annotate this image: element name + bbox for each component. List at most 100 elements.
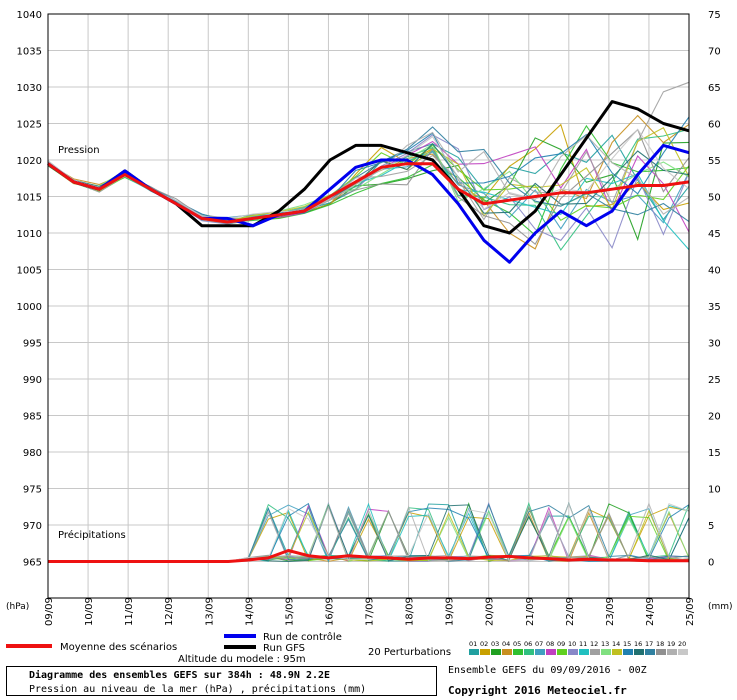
perturbation-legend-swatch bbox=[546, 649, 556, 655]
y-left-tick-label: 1035 bbox=[17, 47, 42, 58]
perturbation-legend-id: 07 bbox=[535, 640, 543, 648]
perturbation-legend-id: 10 bbox=[568, 640, 576, 648]
y-left-tick-label: 965 bbox=[23, 558, 42, 569]
legend-control-label: Run de contrôle bbox=[263, 631, 342, 643]
perturbation-legend-swatch bbox=[568, 649, 578, 655]
perturbation-legend-swatch bbox=[513, 649, 523, 655]
y-left-tick-label: 1015 bbox=[17, 193, 42, 204]
perturbation-legend-id: 02 bbox=[480, 640, 488, 648]
x-tick-label: 14/09 bbox=[244, 597, 255, 626]
main-lines bbox=[47, 100, 690, 563]
mean-pressure-line bbox=[47, 162, 690, 224]
plot-border bbox=[47, 13, 690, 599]
perturbation-legend-swatch bbox=[623, 649, 633, 655]
perturbation-legend-id: 17 bbox=[645, 640, 653, 648]
perturbation-legend-swatch bbox=[502, 649, 512, 655]
y-right-tick-label: 10 bbox=[708, 485, 721, 496]
perturbation-legend-id: 14 bbox=[612, 640, 620, 648]
x-tick-label: 19/09 bbox=[445, 597, 456, 626]
legend-perturbations-label: 20 Perturbations bbox=[368, 647, 451, 658]
x-tick-label: 12/09 bbox=[164, 597, 175, 626]
y-right-tick-label: 65 bbox=[708, 83, 721, 94]
y-left-tick-label: 980 bbox=[23, 448, 42, 459]
perturbation-legend-swatch bbox=[645, 649, 655, 655]
copyright: Copyright 2016 Meteociel.fr bbox=[448, 684, 627, 697]
perturbation-legend-id: 19 bbox=[667, 640, 675, 648]
y-right-tick-label: 45 bbox=[708, 229, 721, 240]
chart-subtitle: Pression au niveau de la mer (hPa) , pré… bbox=[29, 684, 367, 695]
y-left-tick-label: 1025 bbox=[17, 120, 42, 131]
y-left-tick-label: 995 bbox=[23, 339, 42, 350]
perturbation-legend-swatch bbox=[601, 649, 611, 655]
perturbation-legend-id: 20 bbox=[678, 640, 686, 648]
y-left-tick-label: 975 bbox=[23, 485, 42, 496]
right-unit-label: (mm) bbox=[708, 602, 733, 612]
x-axis: 09/09 10/09 11/09 12/09 13/09 14/09 15/09 16/09… bbox=[44, 597, 696, 626]
x-tick-label: 20/09 bbox=[485, 597, 496, 626]
chart-title: Diagramme des ensembles GEFS sur 384h : … bbox=[29, 670, 331, 681]
y-left-axis: 1040 1035 1030 1025 1020 1015 1010 1005 1000 995 9… bbox=[17, 10, 42, 569]
x-tick-label: 17/09 bbox=[365, 597, 376, 626]
perturbation-legend-swatch bbox=[656, 649, 666, 655]
y-right-tick-label: 40 bbox=[708, 266, 721, 277]
perturbation-legend-swatch bbox=[667, 649, 677, 655]
x-tick-label: 09/09 bbox=[44, 597, 55, 626]
y-left-tick-label: 990 bbox=[23, 375, 42, 386]
y-left-tick-label: 985 bbox=[23, 412, 42, 423]
perturbation-legend-id: 04 bbox=[502, 640, 510, 648]
y-left-tick-label: 970 bbox=[23, 521, 42, 532]
precip-label: Précipitations bbox=[58, 529, 126, 541]
perturbation-legend-id: 03 bbox=[491, 640, 499, 648]
y-right-tick-label: 50 bbox=[708, 193, 721, 204]
perturbation-legend-swatch bbox=[491, 649, 501, 655]
perturbation-legend-swatch bbox=[557, 649, 567, 655]
perturbation-legend-id: 15 bbox=[623, 640, 631, 648]
perturbation-legend-swatch bbox=[480, 649, 490, 655]
perturbation-legend-swatch bbox=[634, 649, 644, 655]
y-left-tick-label: 1020 bbox=[17, 156, 42, 167]
x-tick-label: 10/09 bbox=[84, 597, 95, 626]
perturbation-legend-id: 05 bbox=[513, 640, 521, 648]
perturbation-legend-id: 18 bbox=[656, 640, 664, 648]
perturbation-legend-swatch bbox=[678, 649, 688, 655]
perturbation-legend-id: 11 bbox=[579, 640, 587, 648]
perturbation-legend-swatch bbox=[469, 649, 479, 655]
legend-gfs-label: Run GFS bbox=[263, 643, 305, 654]
x-tick-label: 25/09 bbox=[685, 597, 696, 626]
y-right-tick-label: 15 bbox=[708, 448, 721, 459]
perturbation-legend-id: 12 bbox=[590, 640, 598, 648]
y-left-tick-label: 1005 bbox=[17, 266, 42, 277]
y-left-tick-label: 1000 bbox=[17, 302, 42, 313]
perturbation-legend-swatch bbox=[590, 649, 600, 655]
perturbation-legend-id: 06 bbox=[524, 640, 532, 648]
y-left-tick-label: 1040 bbox=[17, 10, 42, 21]
y-right-tick-label: 60 bbox=[708, 120, 721, 131]
x-tick-label: 18/09 bbox=[405, 597, 416, 626]
perturbation-18-pressure-line bbox=[47, 128, 690, 246]
perturbation-legend: 01 02 03 04 05 06 07 08 09 10 11 12 13 14 15 16 17 18 19 20 bbox=[469, 640, 688, 655]
pressure-label: Pression bbox=[58, 145, 100, 156]
x-tick-label: 11/09 bbox=[124, 597, 135, 626]
y-right-tick-label: 0 bbox=[708, 558, 714, 569]
perturbation-legend-id: 08 bbox=[546, 640, 554, 648]
y-right-tick-label: 25 bbox=[708, 375, 721, 386]
perturbation-legend-swatch bbox=[535, 649, 545, 655]
x-tick-label: 15/09 bbox=[284, 597, 295, 626]
mean-precip-line bbox=[48, 549, 689, 563]
perturbation-legend-swatch bbox=[524, 649, 534, 655]
legend-mean-label: Moyenne des scénarios bbox=[60, 641, 177, 653]
chart-grid bbox=[47, 13, 690, 598]
perturbation-legend-id: 16 bbox=[634, 640, 642, 648]
y-right-tick-label: 55 bbox=[708, 156, 721, 167]
perturbation-legend-id: 09 bbox=[557, 640, 565, 648]
y-right-tick-label: 5 bbox=[708, 521, 714, 532]
y-left-tick-label: 1010 bbox=[17, 229, 42, 240]
run-info: Ensemble GEFS du 09/09/2016 - 00Z bbox=[448, 665, 647, 676]
x-tick-label: 16/09 bbox=[324, 597, 335, 626]
x-tick-label: 22/09 bbox=[565, 597, 576, 626]
x-tick-label: 24/09 bbox=[645, 597, 656, 626]
y-right-tick-label: 20 bbox=[708, 412, 721, 423]
y-right-tick-label: 75 bbox=[708, 10, 721, 21]
